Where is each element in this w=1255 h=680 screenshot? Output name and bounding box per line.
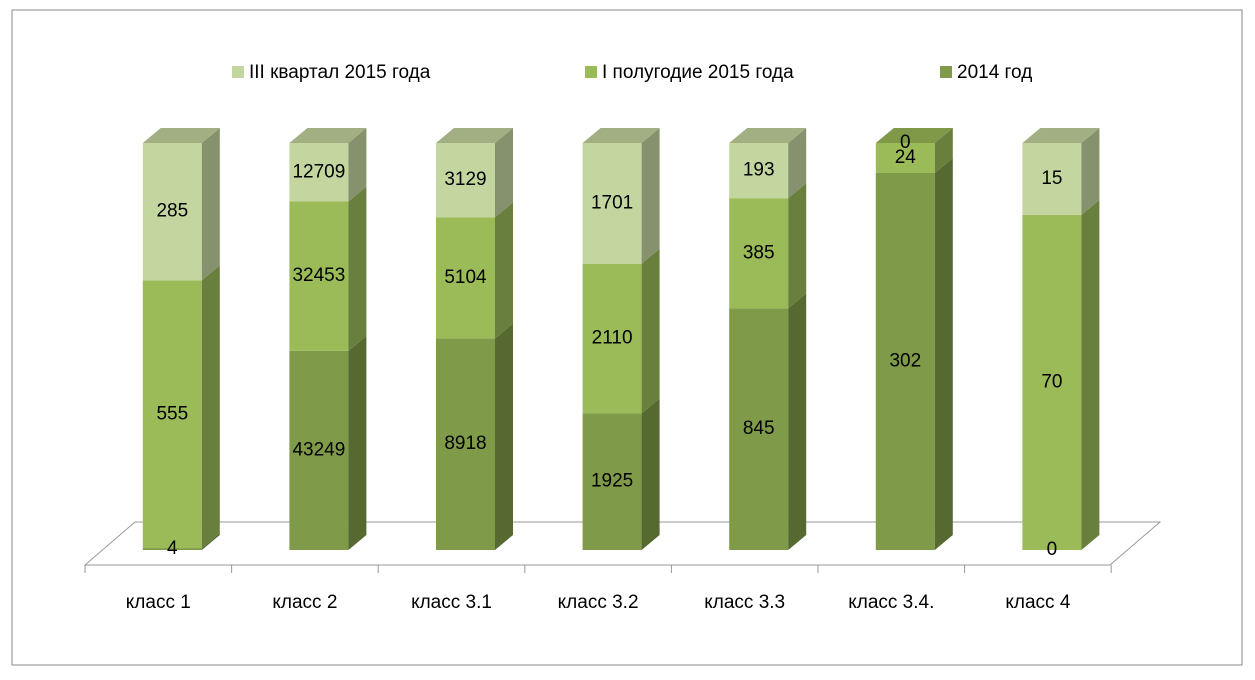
legend-swatch [940, 66, 952, 78]
bar-top [875, 128, 953, 143]
bar-segment [582, 413, 642, 550]
data-label: 8918 [444, 433, 486, 454]
bar-segment [875, 143, 935, 173]
data-label: 24 [895, 147, 917, 168]
data-label: 555 [156, 403, 188, 424]
data-label: 0 [1047, 539, 1058, 560]
bar-side [201, 265, 220, 549]
bar-segment [142, 280, 202, 549]
bar-top [142, 128, 220, 143]
x-tick-label: класс 3.1 [411, 592, 492, 613]
data-label: 0 [900, 132, 911, 153]
bar-side [495, 323, 513, 550]
bar-side [641, 128, 660, 264]
data-label: 4 [167, 538, 178, 559]
bar-side [348, 128, 367, 202]
x-tick-label: класс 3.4. [848, 592, 934, 613]
x-tick-label: класс 3.3 [704, 592, 785, 613]
x-tick-label: класс 3.2 [558, 592, 639, 613]
bar-side [788, 293, 807, 550]
bar-side [641, 248, 660, 414]
bar-side [495, 202, 513, 339]
data-label: 285 [156, 201, 188, 222]
data-label: 12709 [292, 161, 345, 182]
bar-segment [436, 217, 495, 339]
bar-side [348, 186, 367, 351]
bar-side [201, 533, 220, 550]
bar-top [289, 128, 367, 143]
x-tick-label: класс 4 [1005, 592, 1070, 613]
bar-segment [289, 143, 349, 202]
data-label: 845 [743, 418, 775, 439]
bar-segment [1022, 214, 1082, 550]
data-label: 15 [1041, 168, 1062, 189]
legend-label: III квартал 2015 года [249, 62, 431, 83]
bar-side [201, 128, 220, 281]
bar-segment [142, 548, 202, 550]
data-label: 302 [889, 350, 921, 371]
legend-swatch [585, 66, 597, 78]
bar-segment [1022, 143, 1082, 215]
data-label: 70 [1041, 371, 1062, 392]
bar-segment [289, 350, 349, 550]
bar-side [934, 157, 953, 550]
bar-side [788, 128, 807, 199]
bar-top [582, 128, 660, 143]
bar-segment [729, 308, 789, 550]
data-label: 1925 [591, 471, 633, 492]
data-label: 5104 [444, 267, 487, 288]
legend-swatch [232, 66, 244, 78]
data-label: 32453 [292, 265, 345, 286]
data-label: 193 [743, 160, 775, 181]
data-label: 43249 [292, 439, 345, 460]
bar-segment [142, 143, 202, 281]
data-label: 1701 [591, 192, 633, 213]
bar-side [1081, 199, 1100, 550]
bar-segment [436, 338, 495, 550]
bar-top [729, 128, 807, 143]
data-label: 385 [743, 242, 775, 263]
bar-side [788, 183, 807, 309]
x-tick-label: класс 2 [272, 592, 337, 613]
data-label: 2110 [592, 328, 633, 349]
legend-label: 2014 год [957, 62, 1032, 83]
bar-segment [289, 201, 349, 351]
legend-label: I полугодие 2015 года [602, 62, 794, 83]
bar-segment [582, 143, 642, 264]
bar-segment [729, 143, 789, 199]
bar-side [495, 128, 513, 218]
bar-segment [582, 263, 642, 414]
bar-side [1081, 128, 1100, 215]
bar-segment [436, 143, 495, 218]
bar-side [934, 128, 953, 173]
bar-side [641, 398, 660, 550]
bar-segment [875, 172, 935, 550]
bar-top [1022, 128, 1100, 143]
bar-top [436, 128, 513, 143]
data-label: 3129 [444, 169, 486, 190]
x-tick-label: класс 1 [126, 592, 191, 613]
bar-segment [729, 198, 789, 309]
bar-side [348, 335, 367, 550]
